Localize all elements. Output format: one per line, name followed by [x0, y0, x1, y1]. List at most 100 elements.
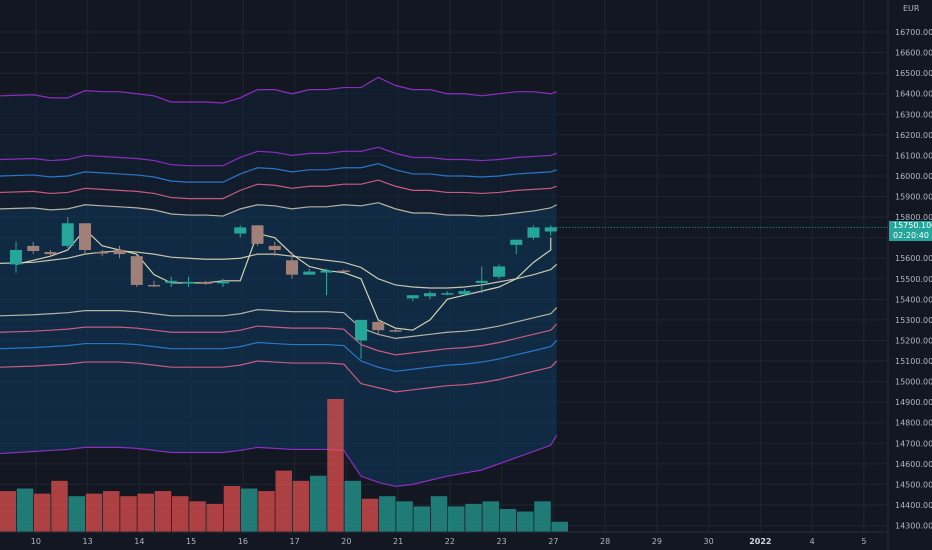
volume-bar — [68, 496, 85, 532]
band-fill — [0, 77, 557, 487]
y-tick-label: 16200.000 — [895, 131, 932, 140]
candle-body — [337, 270, 350, 273]
candle-body — [182, 281, 195, 284]
volume-bar — [16, 488, 34, 532]
volume-bar — [448, 506, 465, 532]
candle-body — [544, 227, 557, 232]
volume-bar — [85, 493, 103, 532]
band-lines — [0, 76, 558, 488]
candle-body — [79, 223, 91, 250]
x-tick-label: 29 — [652, 537, 662, 546]
candle-body — [113, 249, 126, 255]
band-line-0 — [0, 76, 557, 104]
volume-bar — [396, 501, 413, 532]
volume-bar — [413, 506, 430, 532]
volume-bar — [361, 498, 379, 532]
x-tick-label: 27 — [548, 537, 558, 546]
y-tick-label: 15200.000 — [895, 336, 932, 345]
candle-body — [251, 225, 264, 244]
x-tick-label: 16 — [238, 537, 248, 546]
y-tick-label: 16600.000 — [895, 49, 932, 58]
y-tick-label: 14600.000 — [895, 460, 932, 469]
candle-body — [527, 227, 540, 238]
volume-bar — [327, 399, 344, 532]
y-tick-label: 16400.000 — [895, 90, 932, 99]
x-tick-label: 4 — [810, 537, 815, 546]
band-line-9 — [0, 434, 558, 488]
candle-body — [510, 239, 523, 245]
candle-body — [458, 291, 471, 295]
candle-body — [406, 295, 419, 299]
candle-body — [475, 280, 488, 283]
candle-body — [96, 252, 109, 254]
bar-countdown: 02:20:40 — [893, 231, 929, 240]
volume-bar — [292, 480, 310, 532]
candle-body — [389, 330, 402, 332]
volume-bar — [223, 485, 241, 532]
candle-body — [148, 284, 160, 287]
x-tick-label: 10 — [31, 537, 41, 546]
band-fill-upper — [0, 77, 557, 217]
y-tick-label: 15500.000 — [895, 275, 932, 284]
candle-body — [355, 319, 367, 341]
y-tick-label: 15400.000 — [895, 295, 932, 304]
y-tick-label: 14400.000 — [895, 501, 932, 510]
volume-bar — [206, 503, 223, 532]
volume-bar — [189, 501, 206, 532]
candle-body — [44, 252, 57, 255]
y-tick-label: 16500.000 — [895, 69, 932, 78]
y-tick-label: 15900.000 — [895, 193, 932, 202]
candles[interactable] — [10, 217, 888, 359]
band-line-3 — [0, 179, 557, 200]
candle-body — [27, 245, 40, 252]
candle-body — [130, 256, 143, 285]
y-tick-label: 16700.000 — [895, 28, 932, 37]
y-tick-label: 15800.000 — [895, 213, 932, 222]
candle-body — [286, 260, 298, 275]
time-axis[interactable]: 10 13 14 15 16 17 20 21 22 23 27 28 29 30 2022 4 5 — [0, 531, 888, 546]
volume-bar — [430, 496, 448, 532]
currency-label: EUR — [903, 4, 920, 13]
candle-body — [493, 266, 505, 277]
candle-body — [268, 245, 281, 250]
x-tick-label: 28 — [600, 537, 610, 546]
x-tick-label: 17 — [290, 537, 300, 546]
candle-body — [61, 223, 74, 246]
volume-bar — [120, 496, 137, 532]
y-tick-label: 15000.000 — [895, 378, 932, 387]
volume-bar — [534, 501, 551, 532]
band-line-4 — [0, 202, 558, 217]
price-axis[interactable]: 14300.000 14400.000 14500.000 14600.000 1470… — [887, 0, 932, 550]
candle-body — [441, 293, 454, 295]
volume-bar — [482, 501, 499, 532]
x-tick-label: 23 — [497, 537, 507, 546]
y-tick-label: 14700.000 — [895, 439, 932, 448]
volume-bar — [310, 475, 327, 532]
y-tick-label: 16000.000 — [895, 172, 932, 181]
x-tick-label: 20 — [341, 537, 351, 546]
volume-bar — [499, 508, 517, 532]
x-tick-label: 22 — [445, 537, 455, 546]
band-line-8 — [0, 360, 558, 393]
y-tick-label: 16100.000 — [895, 151, 932, 160]
x-tick-label: 13 — [83, 537, 93, 546]
volume-bar — [551, 521, 568, 532]
volume-bar — [34, 493, 51, 532]
last-price-tag: 15750.100 02:20:40 — [889, 221, 932, 241]
volume-bar — [258, 491, 275, 532]
y-tick-label: 14300.000 — [895, 522, 932, 531]
volume-bars — [0, 399, 568, 532]
x-tick-label: 2022 — [749, 537, 771, 546]
volume-bar — [103, 491, 120, 532]
y-tick-label: 16300.000 — [895, 110, 932, 119]
x-tick-label: 5 — [861, 537, 866, 546]
x-tick-label: 30 — [704, 537, 714, 546]
candle-body — [234, 227, 247, 234]
volume-bar — [51, 480, 68, 532]
band-line-2 — [0, 163, 557, 183]
y-tick-label: 15300.000 — [895, 316, 932, 325]
candle-body — [165, 280, 178, 283]
band-line-6 — [0, 323, 558, 356]
